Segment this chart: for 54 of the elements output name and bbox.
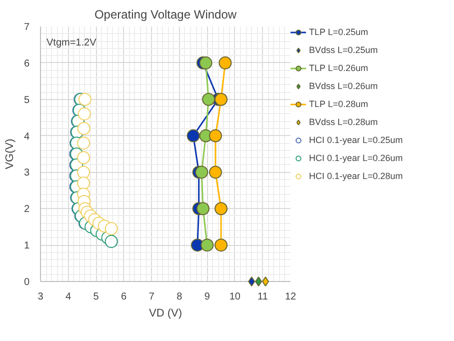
y-tick-label: 1 xyxy=(24,240,30,252)
x-tick-label: 10 xyxy=(229,292,241,302)
x-axis-title: VD (V) xyxy=(149,308,182,320)
point xyxy=(199,56,212,70)
point xyxy=(78,92,92,106)
legend-label: BVdss L=0.28um xyxy=(309,116,378,128)
legend-label: TLP L=0.28um xyxy=(309,98,368,110)
legend-label: BVdss L=0.26um xyxy=(309,80,378,92)
x-tick-label: 8 xyxy=(176,292,183,302)
point xyxy=(214,202,228,216)
legend-label: TLP L=0.25um xyxy=(309,26,368,38)
y-tick-label: 2 xyxy=(24,204,30,216)
point xyxy=(209,166,222,179)
y-tick-label: 6 xyxy=(24,58,30,70)
point xyxy=(77,136,90,150)
x-tick-label: 6 xyxy=(121,292,128,302)
point xyxy=(202,92,216,106)
legend-label: HCI 0.1-year L=0.25um xyxy=(309,134,403,146)
y-tick-label: 4 xyxy=(24,131,30,142)
point xyxy=(214,92,228,106)
y-tick-label: 7 xyxy=(24,22,30,33)
x-tick-label: 11 xyxy=(258,292,268,302)
point xyxy=(77,151,90,164)
point xyxy=(78,107,91,120)
x-tick-label: 5 xyxy=(93,292,100,302)
point xyxy=(104,222,118,236)
y-tick-label: 5 xyxy=(24,94,30,106)
point xyxy=(200,238,214,252)
point xyxy=(77,176,90,190)
y-tick-label: 0 xyxy=(24,277,30,288)
x-tick-label: 7 xyxy=(148,292,155,302)
point xyxy=(262,276,269,286)
point xyxy=(248,276,256,286)
point xyxy=(77,122,90,135)
point xyxy=(186,129,200,142)
point xyxy=(255,276,262,286)
point xyxy=(195,166,208,179)
legend-label: HCI 0.1-year L=0.28um xyxy=(309,170,403,182)
x-tick-label: 9 xyxy=(204,292,210,302)
point xyxy=(196,202,210,216)
y-axis-title: VG(V) xyxy=(4,138,16,170)
x-tick-label: 4 xyxy=(65,292,72,302)
y-tick-label: 3 xyxy=(24,168,30,179)
point xyxy=(218,56,232,70)
legend-label: BVdss L=0.25um xyxy=(309,44,378,56)
legend-label: TLP L=0.26um xyxy=(309,62,368,74)
legend-label: HCI 0.1-year L=0.26um xyxy=(309,152,403,164)
point xyxy=(77,166,90,179)
point xyxy=(209,129,222,142)
chart-title: Operating Voltage Window xyxy=(94,8,237,22)
x-tick-label: 3 xyxy=(38,292,44,302)
x-tick-label: 12 xyxy=(284,292,296,302)
point xyxy=(214,238,228,252)
annotation: Vtgm=1.2V xyxy=(46,38,97,48)
